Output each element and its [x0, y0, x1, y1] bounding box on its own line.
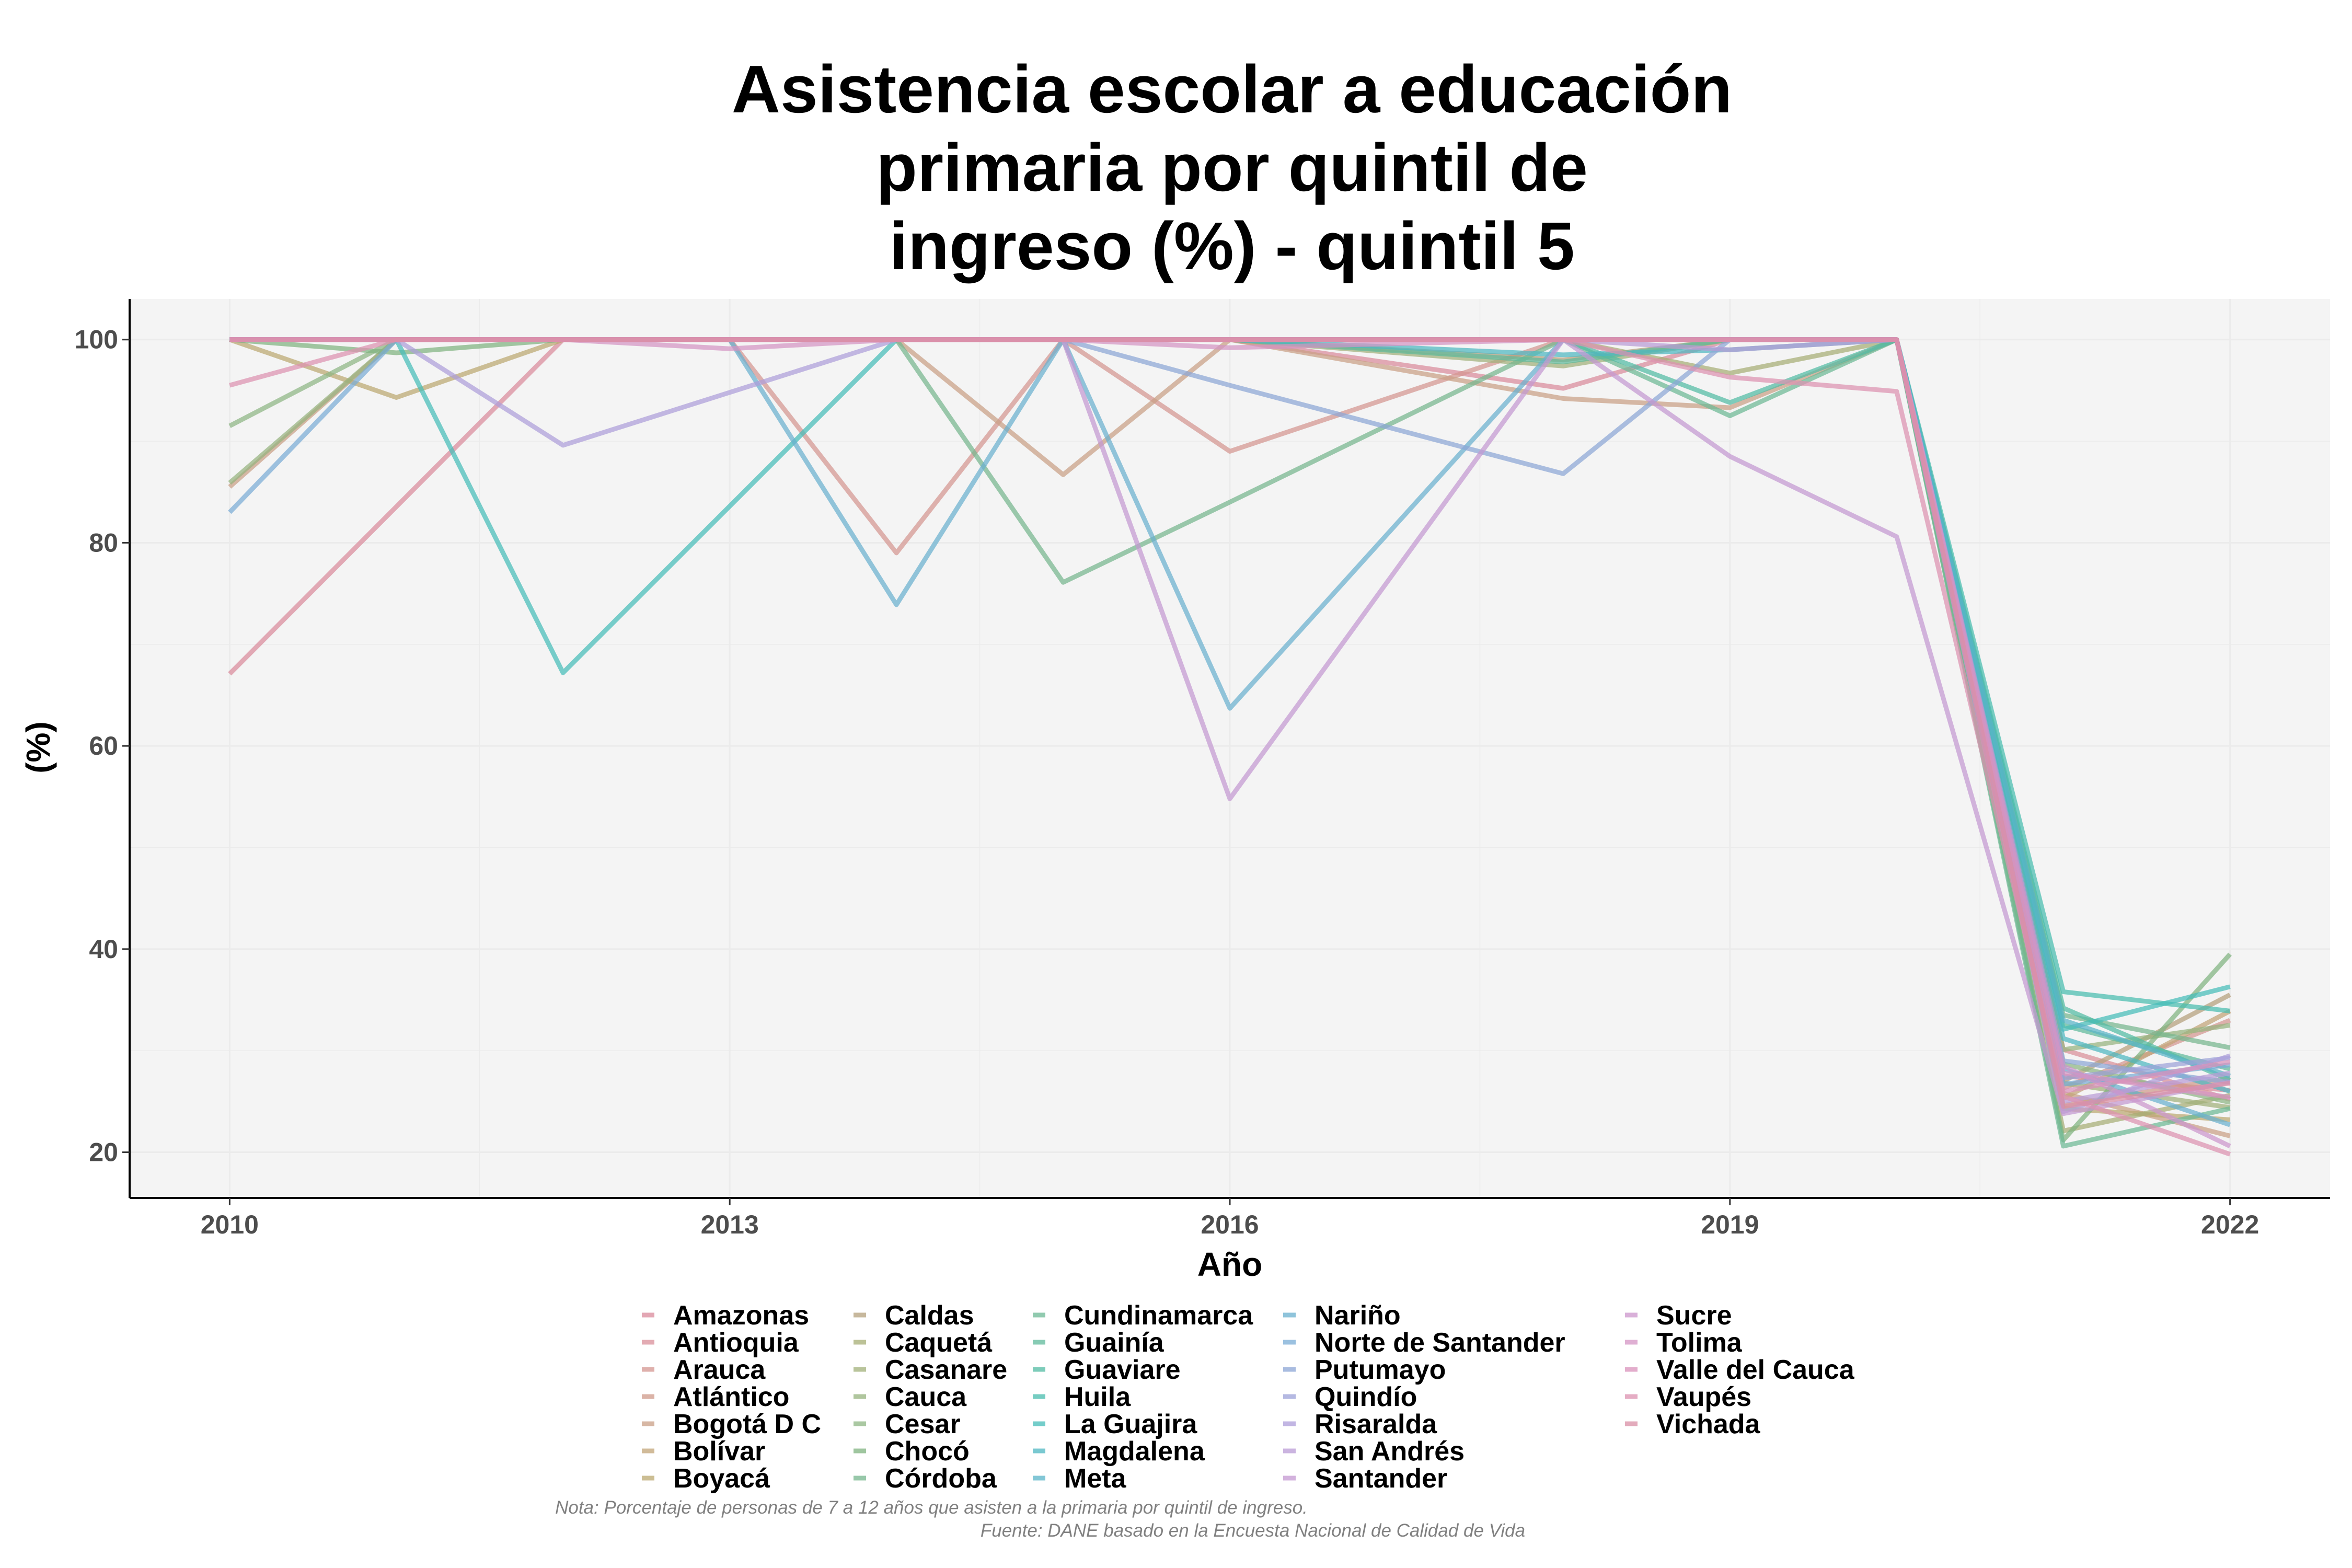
legend-item: San Andrés — [1283, 1436, 1465, 1467]
legend-label: Córdoba — [885, 1463, 997, 1494]
legend-label: Tolima — [1656, 1328, 1743, 1358]
legend-label: Vaupés — [1656, 1382, 1751, 1412]
y-tick-label: 80 — [89, 528, 118, 557]
legend-label: Chocó — [885, 1436, 970, 1467]
legend-label: Quindío — [1315, 1382, 1417, 1412]
legend-item: Bolívar — [642, 1436, 765, 1467]
legend-item: Valle del Cauca — [1625, 1355, 1855, 1385]
chart-title-line-3: ingreso (%) - quintil 5 — [889, 209, 1574, 284]
y-axis-title: (%) — [19, 721, 57, 774]
legend-item: Santander — [1283, 1463, 1447, 1494]
legend-item: Huila — [1033, 1382, 1131, 1412]
legend-item: Tolima — [1625, 1328, 1743, 1358]
legend-item: Chocó — [854, 1436, 970, 1467]
chart-note: Nota: Porcentaje de personas de 7 a 12 a… — [555, 1497, 1308, 1518]
legend-item: Sucre — [1625, 1300, 1732, 1331]
legend-item: Atlántico — [642, 1382, 789, 1412]
legend-label: San Andrés — [1315, 1436, 1465, 1467]
y-tick-label: 100 — [75, 325, 118, 354]
legend-label: Magdalena — [1064, 1436, 1205, 1467]
legend-label: Sucre — [1656, 1300, 1732, 1331]
legend-item: Amazonas — [642, 1300, 809, 1331]
legend-item: Meta — [1033, 1463, 1127, 1494]
x-axis-ticks: 2010 2013 2016 2019 2022 — [201, 1198, 2259, 1239]
chart-title: Asistencia escolar a educación primaria … — [732, 52, 1732, 284]
legend-label: Norte de Santander — [1315, 1328, 1565, 1358]
y-tick-label: 60 — [89, 731, 118, 760]
legend-label: Caldas — [885, 1300, 974, 1331]
series-lines — [228, 337, 2232, 1157]
legend-label: Arauca — [673, 1355, 766, 1385]
legend-item: Magdalena — [1033, 1436, 1205, 1467]
legend-item: Nariño — [1283, 1300, 1401, 1331]
legend-item: Cauca — [854, 1382, 967, 1412]
x-axis-title: Año — [1197, 1246, 1262, 1283]
x-tick-label: 2019 — [1701, 1210, 1759, 1239]
legend-item: Casanare — [854, 1355, 1007, 1385]
legend-item: Cundinamarca — [1033, 1300, 1253, 1331]
x-tick-label: 2010 — [201, 1210, 259, 1239]
legend-label: Bogotá D C — [673, 1409, 821, 1439]
legend-item: Antioquia — [642, 1328, 799, 1358]
legend-label: Meta — [1064, 1463, 1127, 1494]
legend-label: Putumayo — [1315, 1355, 1446, 1385]
legend-label: Nariño — [1315, 1300, 1401, 1331]
x-tick-label: 2016 — [1201, 1210, 1259, 1239]
legend-item: Cesar — [854, 1409, 961, 1439]
x-tick-label: 2022 — [2201, 1210, 2259, 1239]
y-tick-label: 20 — [89, 1138, 118, 1167]
legend-label: Guainía — [1064, 1328, 1165, 1358]
legend-item: Caldas — [854, 1300, 974, 1331]
legend-label: Cesar — [885, 1409, 961, 1439]
legend-label: Bolívar — [673, 1436, 765, 1467]
legend-label: Valle del Cauca — [1656, 1355, 1855, 1385]
legend-label: Atlántico — [673, 1382, 789, 1412]
legend-label: La Guajira — [1064, 1409, 1197, 1439]
legend-label: Cauca — [885, 1382, 967, 1412]
series-line-vichada — [229, 337, 2231, 1109]
legend-item: Putumayo — [1283, 1355, 1446, 1385]
legend-item: La Guajira — [1033, 1409, 1197, 1439]
legend-label: Caquetá — [885, 1328, 993, 1358]
legend-label: Casanare — [885, 1355, 1007, 1385]
x-tick-label: 2013 — [701, 1210, 759, 1239]
legend-item: Norte de Santander — [1283, 1328, 1565, 1358]
legend-item: Quindío — [1283, 1382, 1417, 1412]
legend-item: Guainía — [1033, 1328, 1165, 1358]
legend-item: Arauca — [642, 1355, 766, 1385]
legend-label: Risaralda — [1315, 1409, 1437, 1439]
legend-label: Antioquia — [673, 1328, 799, 1358]
legend-label: Santander — [1315, 1463, 1447, 1494]
legend-item: Vaupés — [1625, 1382, 1751, 1412]
legend-item: Caquetá — [854, 1328, 993, 1358]
y-axis-ticks: 20 40 60 80 100 — [75, 325, 130, 1167]
legend-item: Boyacá — [642, 1463, 770, 1494]
legend-label: Boyacá — [673, 1463, 770, 1494]
legend-label: Huila — [1064, 1382, 1131, 1412]
chart-source: Fuente: DANE basado en la Encuesta Nacio… — [981, 1520, 1525, 1541]
y-tick-label: 40 — [89, 935, 118, 964]
legend-item: Bogotá D C — [642, 1409, 821, 1439]
legend-item: Vichada — [1625, 1409, 1761, 1439]
legend-label: Guaviare — [1064, 1355, 1181, 1385]
legend-label: Cundinamarca — [1064, 1300, 1253, 1331]
legend-item: Guaviare — [1033, 1355, 1181, 1385]
legend-label: Amazonas — [673, 1300, 809, 1331]
legend-label: Vichada — [1656, 1409, 1761, 1439]
legend-item: Córdoba — [854, 1463, 997, 1494]
legend-item: Risaralda — [1283, 1409, 1437, 1439]
chart-title-line-2: primaria por quintil de — [876, 130, 1588, 205]
chart-title-line-1: Asistencia escolar a educación — [732, 52, 1732, 127]
